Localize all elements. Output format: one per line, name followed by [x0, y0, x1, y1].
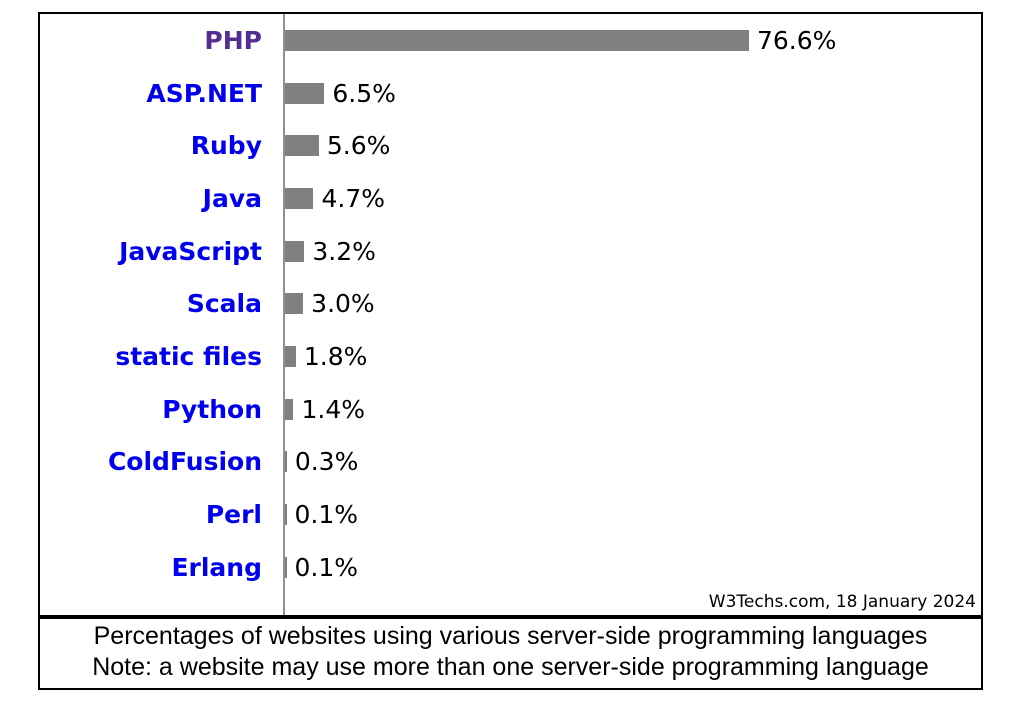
caption-line-1: Percentages of websites using various se… [93, 622, 928, 650]
value-label: 0.3% [294, 447, 359, 477]
bar [285, 293, 304, 315]
chart-row: PHP 76.6% [40, 14, 981, 67]
value-label: 5.6% [326, 131, 391, 161]
bar-area: 1.4% [285, 395, 365, 424]
value-label: 0.1% [294, 500, 359, 530]
category-label[interactable]: Perl [205, 500, 262, 530]
chart-row: Python 1.4% [40, 383, 981, 436]
y-axis-line [283, 14, 285, 615]
category-label[interactable]: Python [162, 394, 262, 424]
category-label[interactable]: JavaScript [119, 236, 262, 266]
bar [285, 345, 296, 367]
bar [285, 187, 314, 209]
value-label: 6.5% [332, 78, 396, 108]
bar-area: 3.2% [285, 237, 376, 266]
chart-row: Erlang 0.1% [40, 541, 981, 594]
bar [285, 451, 287, 473]
bar [285, 135, 319, 157]
chart-row: Scala 3.0% [40, 277, 981, 330]
bar-area: 1.8% [285, 342, 367, 371]
bar [285, 29, 749, 51]
category-label[interactable]: ColdFusion [107, 447, 262, 477]
bar [285, 398, 294, 420]
chart-row: ColdFusion 0.3% [40, 436, 981, 489]
caption-panel: Percentages of websites using various se… [38, 617, 983, 690]
category-label[interactable]: Ruby [190, 131, 262, 161]
category-label[interactable]: Java [202, 183, 262, 213]
bar-area: 0.3% [285, 447, 358, 476]
value-label: 0.1% [294, 552, 359, 582]
category-label[interactable]: ASP.NET [146, 78, 262, 108]
bar [285, 240, 305, 262]
value-label: 1.8% [303, 341, 368, 371]
bar-area: 76.6% [285, 26, 836, 55]
category-label[interactable]: Scala [186, 289, 262, 319]
value-label: 3.2% [312, 236, 376, 266]
category-label[interactable]: static files [115, 341, 262, 371]
chart-panel: PHP 76.6% ASP.NET 6.5% Ruby 5.6% Java 4.… [38, 12, 983, 617]
bar [285, 504, 287, 526]
caption-line-2: Note: a website may use more than one se… [92, 653, 929, 681]
category-label[interactable]: PHP [204, 25, 262, 55]
chart-row: static files 1.8% [40, 330, 981, 383]
bar [285, 556, 287, 578]
bar-area: 4.7% [285, 184, 385, 213]
chart-row: Ruby 5.6% [40, 119, 981, 172]
bar-area: 6.5% [285, 79, 396, 108]
value-label: 3.0% [311, 289, 375, 319]
bar-area: 0.1% [285, 553, 358, 582]
bar [285, 82, 325, 104]
bar-area: 3.0% [285, 289, 375, 318]
chart-row: Java 4.7% [40, 172, 981, 225]
bar-area: 0.1% [285, 500, 358, 529]
category-label[interactable]: Erlang [171, 552, 262, 582]
bar-area: 5.6% [285, 131, 390, 160]
value-label: 4.7% [321, 183, 385, 213]
chart-row: Perl 0.1% [40, 488, 981, 541]
source-note: W3Techs.com, 18 January 2024 [708, 592, 976, 612]
chart-row: JavaScript 3.2% [40, 225, 981, 278]
bar-rows: PHP 76.6% ASP.NET 6.5% Ruby 5.6% Java 4.… [40, 14, 981, 594]
value-label: 1.4% [301, 394, 365, 424]
chart-row: ASP.NET 6.5% [40, 67, 981, 120]
value-label: 76.6% [757, 25, 837, 55]
